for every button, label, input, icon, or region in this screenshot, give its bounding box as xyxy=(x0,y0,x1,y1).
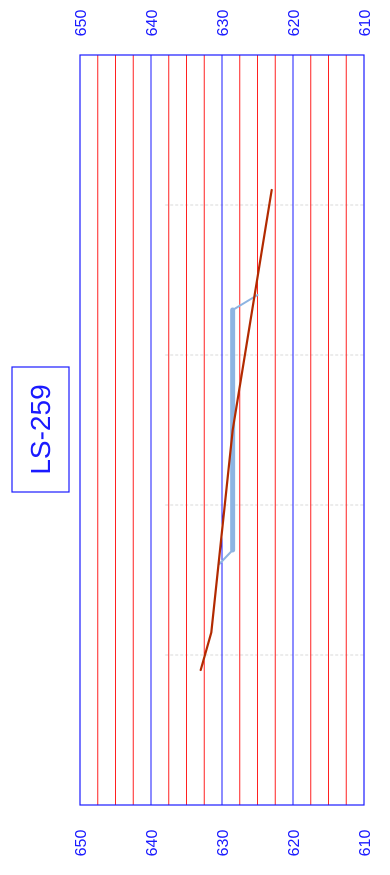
top-tick-label: 650 xyxy=(73,10,90,37)
bottom-tick-label: 630 xyxy=(215,830,232,857)
bottom-tick-label: 640 xyxy=(144,830,161,857)
top-tick-label: 640 xyxy=(144,10,161,37)
top-tick-label: 630 xyxy=(215,10,232,37)
plot-frame xyxy=(79,54,365,806)
series-line-1 xyxy=(217,294,259,566)
title-box xyxy=(11,366,70,493)
bottom-tick-label: 650 xyxy=(73,830,90,857)
top-tick-label: 620 xyxy=(286,10,303,37)
bottom-tick-label: 620 xyxy=(286,830,303,857)
top-tick-label: 610 xyxy=(357,10,374,37)
bottom-tick-label: 610 xyxy=(357,830,374,857)
series-line-2 xyxy=(199,188,273,672)
chart-title: LS-259 xyxy=(25,384,56,474)
